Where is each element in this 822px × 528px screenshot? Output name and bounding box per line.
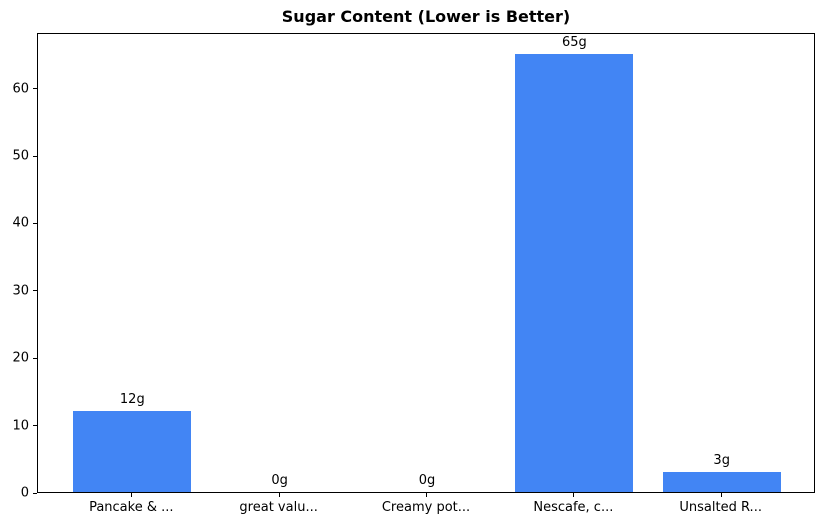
bar-3 <box>515 53 634 492</box>
y-tick-5 <box>33 155 37 157</box>
y-tick-1 <box>33 425 37 427</box>
y-tick-3 <box>33 290 37 292</box>
bar-value-label-4: 3g <box>713 452 730 468</box>
y-tick-6 <box>33 88 37 90</box>
bar-0 <box>73 411 192 492</box>
plot-area: 12g 0g 0g 65g 3g <box>37 33 815 493</box>
y-tick-label-2: 20 <box>12 350 29 366</box>
bar-value-label-3: 65g <box>561 34 587 50</box>
y-tick-label-1: 10 <box>12 418 29 434</box>
x-tick-0 <box>131 493 133 497</box>
bar-value-label-0: 12g <box>119 392 145 408</box>
x-tick-label-0: Pancake & ... <box>89 500 174 515</box>
x-tick-label-2: Creamy pot... <box>381 500 471 515</box>
chart-title: Sugar Content (Lower is Better) <box>281 7 571 26</box>
bar-value-label-2: 0g <box>418 473 436 488</box>
x-tick-3 <box>573 493 575 497</box>
y-tick-4 <box>33 222 37 224</box>
y-tick-label-0: 0 <box>20 485 29 501</box>
y-tick-label-4: 40 <box>12 215 29 231</box>
bar-4 <box>662 471 781 492</box>
x-tick-label-1: great valu... <box>239 500 318 515</box>
y-tick-label-3: 30 <box>12 283 29 299</box>
x-tick-1 <box>278 493 280 497</box>
x-tick-4 <box>720 493 722 497</box>
y-tick-label-5: 50 <box>12 148 29 164</box>
y-tick-0 <box>33 492 37 494</box>
x-tick-label-3: Nescafe, c... <box>533 500 614 515</box>
y-tick-label-6: 60 <box>12 81 29 97</box>
bar-value-label-1: 0g <box>271 473 288 488</box>
x-tick-2 <box>426 493 427 497</box>
x-tick-label-4: Unsalted R... <box>679 500 762 515</box>
y-tick-2 <box>33 357 37 359</box>
